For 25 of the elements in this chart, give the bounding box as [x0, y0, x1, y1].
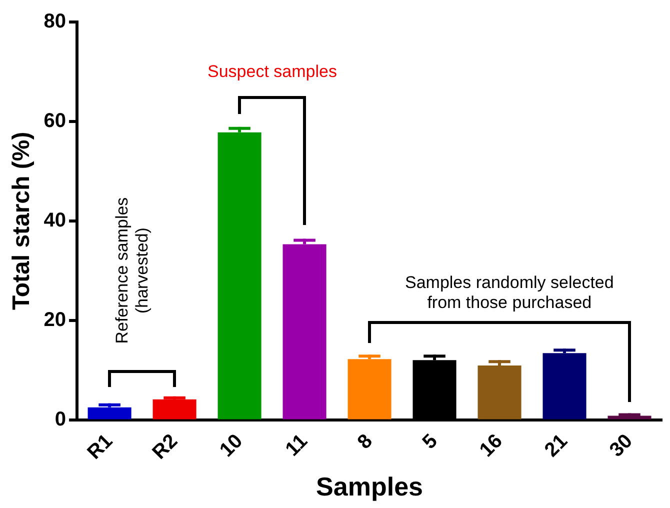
x-tick-label: 21: [540, 430, 572, 462]
x-tick-label: 30: [606, 430, 637, 462]
y-tick-label: 40: [44, 209, 66, 232]
y-tick-label: 20: [44, 308, 66, 331]
bar: [478, 366, 522, 420]
y-tick-label: 80: [44, 10, 66, 33]
annotation: Samples randomly selected from those purchased: [405, 273, 614, 313]
y-axis-title: Total starch (%): [8, 132, 36, 310]
x-tick-label: 8: [354, 430, 377, 454]
y-tick-label: 60: [44, 110, 66, 132]
annotation: Reference samples (harvested): [112, 197, 152, 344]
bar: [152, 399, 196, 420]
x-axis-title: Samples: [316, 472, 423, 502]
x-tick-label: 5: [418, 430, 442, 454]
y-tick-label: 0: [54, 408, 66, 430]
bar: [88, 407, 132, 420]
x-tick-label: R1: [83, 430, 117, 464]
annotation: Suspect samples: [208, 62, 337, 82]
bar: [282, 244, 326, 420]
x-tick-label: 11: [281, 430, 312, 461]
x-tick-label: 10: [216, 430, 247, 462]
x-tick-label: R2: [148, 430, 182, 464]
bar: [218, 132, 262, 420]
bar: [608, 416, 652, 420]
x-tick-label: 16: [476, 430, 507, 462]
